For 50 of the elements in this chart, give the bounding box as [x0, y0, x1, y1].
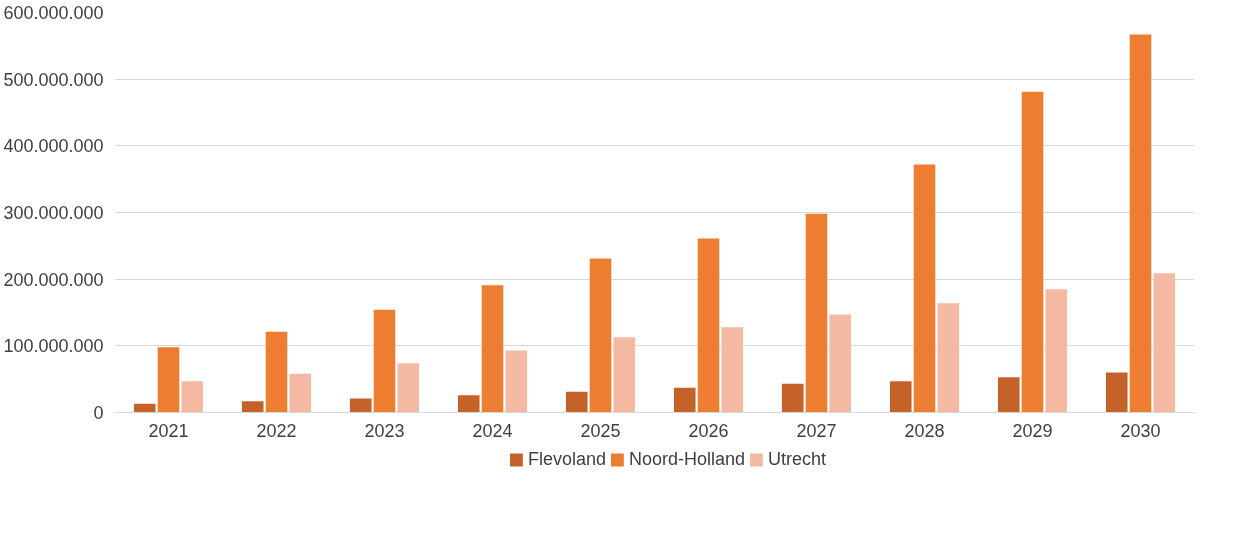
bar: [457, 395, 480, 413]
bar: [913, 164, 936, 413]
bar: [157, 347, 180, 413]
bar: [997, 377, 1020, 413]
bar: [133, 403, 156, 413]
y-tick-label: 100.000.000: [3, 336, 104, 357]
y-tick-label: 500.000.000: [3, 69, 104, 90]
bar: [805, 213, 828, 413]
bar: [373, 309, 396, 413]
bar: [1153, 273, 1176, 413]
y-tick-label: 400.000.000: [3, 136, 104, 157]
bar: [589, 258, 612, 413]
bar: [781, 383, 804, 413]
x-tick-label: 2027: [796, 420, 837, 441]
y-tick-label: 300.000.000: [3, 203, 104, 223]
bar: [481, 285, 504, 413]
bar: [1105, 372, 1128, 413]
bar: [889, 381, 912, 413]
x-tick-label: 2021: [148, 420, 189, 441]
x-tick-label: 2026: [688, 420, 729, 441]
legend-label: Flevoland: [527, 448, 606, 470]
x-tick-label: 2024: [472, 420, 513, 441]
x-tick-label: 2023: [364, 420, 405, 441]
bar: [397, 363, 420, 413]
x-tick-label: 2030: [1120, 420, 1161, 441]
x-tick-label: 2025: [580, 420, 621, 441]
bar: [505, 350, 528, 413]
bar: [613, 337, 636, 413]
bar: [1045, 289, 1068, 413]
bar: [937, 303, 960, 413]
bar: [565, 391, 588, 413]
y-tick-label: 600.000.000: [3, 3, 104, 23]
bar: [349, 398, 372, 413]
x-tick-label: 2028: [904, 420, 945, 441]
y-tick-label: 0: [93, 403, 104, 423]
bar: [1021, 91, 1044, 413]
bar: [181, 381, 204, 413]
x-tick-label: 2029: [1012, 420, 1053, 441]
bar: [829, 314, 852, 413]
bar: [721, 327, 744, 413]
x-tick-label: 2022: [256, 420, 297, 441]
legend-label: Utrecht: [768, 448, 827, 470]
bar: [289, 373, 312, 413]
bar: [241, 401, 264, 413]
bar: [673, 387, 696, 413]
bar: [697, 238, 720, 413]
bar: [1129, 34, 1152, 413]
bar: [265, 331, 288, 413]
y-tick-label: 200.000.000: [3, 269, 104, 290]
legend-label: Noord-Holland: [628, 448, 746, 470]
